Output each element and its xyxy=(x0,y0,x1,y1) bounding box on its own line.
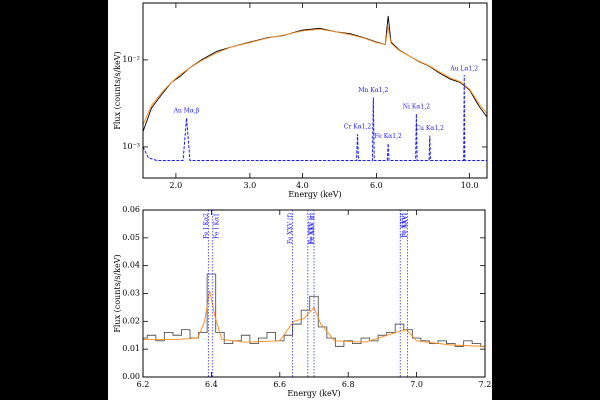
y-tick-label: 0.06 xyxy=(122,205,140,214)
annotation: Fe XXV (i) xyxy=(308,213,315,244)
annotation: Cu Kα1,2 xyxy=(416,125,445,132)
annotation: Fe XXVI xyxy=(402,212,409,237)
annotation: Fe XXVI xyxy=(401,212,408,237)
plot-frame xyxy=(142,209,486,378)
annotation: Cr Kα1,2 xyxy=(344,124,372,131)
annotation: Au Mα,β xyxy=(173,108,200,115)
x-tick-label: 7.2 xyxy=(479,380,492,389)
series-line xyxy=(143,75,487,161)
y-tick-label: 0.00 xyxy=(122,372,140,381)
x-tick-label: 6.6 xyxy=(273,380,286,389)
x-axis-label: Energy (keV) xyxy=(288,190,341,199)
plot-frame xyxy=(142,2,488,179)
x-tick-label: 6.8 xyxy=(342,380,355,389)
annotation: Fe XXV (r) xyxy=(309,213,316,245)
y-tick-label: 0.05 xyxy=(122,233,140,242)
y-axis-label: Flux (counts/s/keV) xyxy=(113,51,122,129)
x-tick-label: 6.4 xyxy=(205,380,218,389)
annotation: Ni Kα1,2 xyxy=(403,103,430,110)
y-tick-label: 10⁻² xyxy=(122,55,140,64)
series-line xyxy=(143,26,487,125)
y-tick-label: 0.01 xyxy=(122,344,140,353)
x-tick-label: 4.0 xyxy=(296,181,309,190)
y-tick-label: 0.03 xyxy=(122,289,140,298)
y-axis-label: Flux (counts/s/keV) xyxy=(113,254,122,332)
y-tick-label: 0.04 xyxy=(122,261,140,270)
x-tick-label: 10.0 xyxy=(461,181,479,190)
y-tick-label: 0.02 xyxy=(122,316,140,325)
x-tick-label: 3.0 xyxy=(244,181,257,190)
annotation: Mn Kα1,2 xyxy=(358,87,388,94)
x-tick-label: 6.0 xyxy=(370,181,383,190)
annotation: Au Lα1,2 xyxy=(449,66,478,73)
canvas xyxy=(108,0,492,400)
annotation: Fe XXV (f) xyxy=(287,213,294,244)
x-tick-label: 6.2 xyxy=(137,380,150,389)
annotation: Fe Kα1,2 xyxy=(374,133,402,140)
annotation: Fe I Kα2 xyxy=(203,213,210,239)
x-tick-label: 7.0 xyxy=(410,380,423,389)
x-tick-label: 2.0 xyxy=(170,181,183,190)
annotation: Fe I Kα1 xyxy=(213,213,220,239)
x-axis-label: Energy (keV) xyxy=(287,389,340,398)
y-tick-label: 10⁻³ xyxy=(122,142,140,151)
series-line xyxy=(143,290,485,347)
